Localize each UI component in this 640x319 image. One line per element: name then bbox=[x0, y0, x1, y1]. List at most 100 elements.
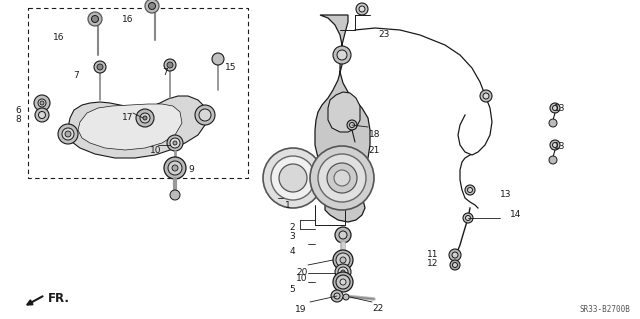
Circle shape bbox=[359, 6, 365, 12]
Circle shape bbox=[450, 260, 460, 270]
Circle shape bbox=[164, 59, 176, 71]
Circle shape bbox=[335, 264, 351, 280]
Text: 7: 7 bbox=[73, 71, 79, 80]
Text: 15: 15 bbox=[225, 63, 237, 72]
Circle shape bbox=[97, 64, 103, 70]
Circle shape bbox=[35, 108, 49, 122]
Circle shape bbox=[172, 165, 178, 171]
Circle shape bbox=[340, 257, 346, 263]
Circle shape bbox=[336, 253, 350, 267]
Circle shape bbox=[452, 263, 458, 268]
Circle shape bbox=[550, 140, 560, 150]
Circle shape bbox=[318, 154, 366, 202]
Circle shape bbox=[356, 3, 368, 15]
Circle shape bbox=[337, 50, 347, 60]
Circle shape bbox=[467, 188, 472, 192]
Circle shape bbox=[483, 93, 489, 99]
Circle shape bbox=[164, 157, 186, 179]
Text: 13: 13 bbox=[554, 104, 566, 113]
Circle shape bbox=[148, 3, 156, 10]
Text: 10: 10 bbox=[296, 274, 307, 283]
Text: 16: 16 bbox=[53, 33, 65, 42]
Circle shape bbox=[549, 156, 557, 164]
Circle shape bbox=[212, 53, 224, 65]
Circle shape bbox=[271, 156, 315, 200]
Circle shape bbox=[94, 61, 106, 73]
Circle shape bbox=[335, 227, 351, 243]
Circle shape bbox=[333, 272, 353, 292]
Circle shape bbox=[173, 141, 177, 145]
Circle shape bbox=[333, 46, 351, 64]
Circle shape bbox=[170, 190, 180, 200]
Text: FR.: FR. bbox=[48, 292, 70, 305]
Circle shape bbox=[34, 95, 50, 111]
Circle shape bbox=[58, 124, 78, 144]
Circle shape bbox=[331, 290, 343, 302]
Text: 18: 18 bbox=[369, 130, 381, 139]
Text: 3: 3 bbox=[289, 232, 295, 241]
Circle shape bbox=[339, 231, 347, 239]
Circle shape bbox=[340, 279, 346, 285]
Circle shape bbox=[170, 138, 180, 148]
Text: 12: 12 bbox=[427, 259, 438, 268]
Circle shape bbox=[465, 185, 475, 195]
Circle shape bbox=[480, 90, 492, 102]
Circle shape bbox=[341, 270, 345, 274]
Text: 21: 21 bbox=[368, 146, 380, 155]
Text: 22: 22 bbox=[372, 304, 383, 313]
Circle shape bbox=[334, 170, 350, 186]
Text: 8: 8 bbox=[15, 115, 20, 124]
Circle shape bbox=[349, 122, 355, 128]
Text: 19: 19 bbox=[295, 305, 307, 314]
Circle shape bbox=[465, 216, 470, 220]
Text: 1: 1 bbox=[285, 201, 291, 210]
Text: 2: 2 bbox=[289, 223, 294, 232]
Circle shape bbox=[143, 116, 147, 120]
Circle shape bbox=[334, 293, 340, 299]
Text: 4: 4 bbox=[289, 247, 295, 256]
Circle shape bbox=[327, 163, 357, 193]
Circle shape bbox=[333, 250, 353, 270]
Text: 9: 9 bbox=[188, 165, 194, 174]
Circle shape bbox=[40, 101, 44, 105]
Text: 20: 20 bbox=[296, 268, 307, 277]
Circle shape bbox=[336, 275, 350, 289]
Polygon shape bbox=[68, 96, 208, 158]
Circle shape bbox=[279, 164, 307, 192]
Text: 10: 10 bbox=[150, 146, 161, 155]
Circle shape bbox=[199, 109, 211, 121]
Circle shape bbox=[167, 62, 173, 68]
Circle shape bbox=[62, 128, 74, 140]
Polygon shape bbox=[78, 104, 182, 150]
Circle shape bbox=[136, 109, 154, 127]
Text: 16: 16 bbox=[122, 15, 134, 24]
Circle shape bbox=[88, 12, 102, 26]
Text: 5: 5 bbox=[289, 285, 295, 294]
Circle shape bbox=[343, 294, 349, 300]
Circle shape bbox=[310, 146, 374, 210]
Circle shape bbox=[38, 99, 46, 107]
Circle shape bbox=[552, 106, 557, 110]
Circle shape bbox=[38, 112, 45, 118]
Circle shape bbox=[145, 0, 159, 13]
Text: 11: 11 bbox=[427, 250, 438, 259]
Text: 13: 13 bbox=[554, 142, 566, 151]
Text: 7: 7 bbox=[162, 68, 168, 77]
Circle shape bbox=[167, 135, 183, 151]
Circle shape bbox=[338, 267, 348, 277]
Polygon shape bbox=[328, 92, 360, 132]
Circle shape bbox=[168, 161, 182, 175]
Text: 6: 6 bbox=[15, 106, 20, 115]
Circle shape bbox=[263, 148, 323, 208]
Text: 23: 23 bbox=[378, 30, 389, 39]
Polygon shape bbox=[315, 15, 370, 178]
Circle shape bbox=[549, 119, 557, 127]
Text: SR33-B2700B: SR33-B2700B bbox=[579, 305, 630, 314]
Polygon shape bbox=[325, 192, 365, 222]
Circle shape bbox=[552, 143, 557, 147]
Circle shape bbox=[463, 213, 473, 223]
Text: 13: 13 bbox=[500, 190, 511, 199]
Circle shape bbox=[65, 131, 71, 137]
Circle shape bbox=[452, 252, 458, 258]
Text: 17: 17 bbox=[122, 113, 134, 122]
